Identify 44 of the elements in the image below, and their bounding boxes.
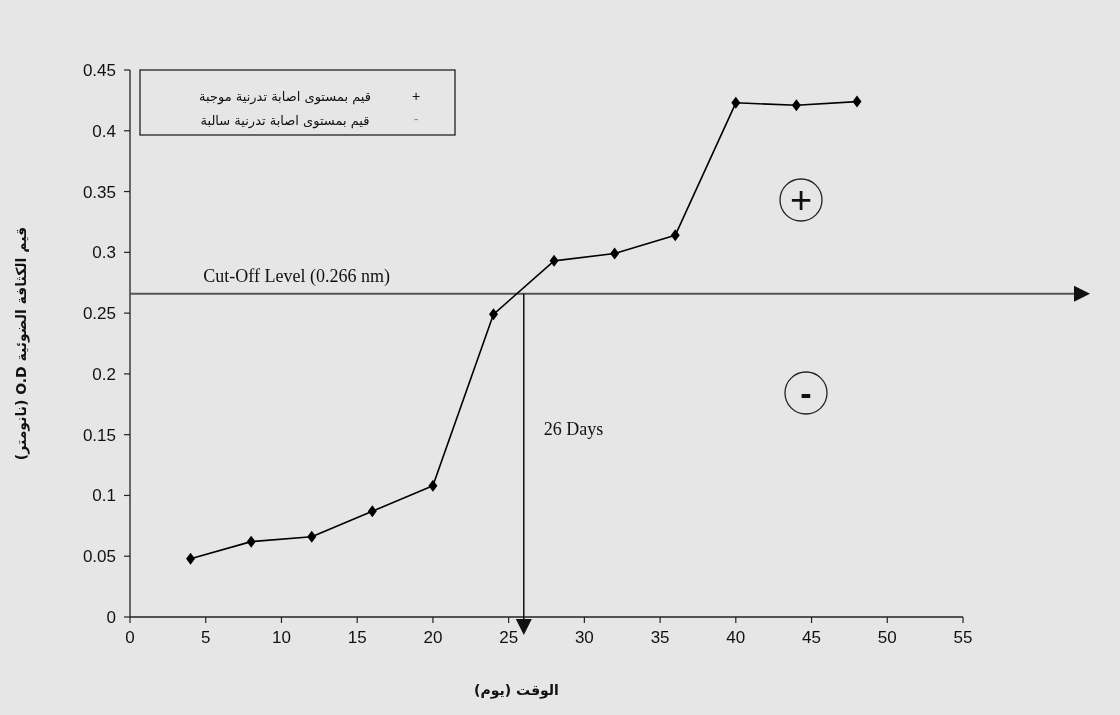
y-tick-label: 0.3 [92, 243, 116, 263]
point [367, 505, 377, 518]
x-tick-label: 5 [200, 628, 211, 647]
y-tick-label: 0.05 [82, 547, 116, 567]
point [246, 535, 256, 548]
y-tick-label: 0.35 [82, 182, 116, 202]
x-tick-label: 25 [499, 628, 519, 647]
point [307, 530, 317, 543]
circled-plus: + [779, 178, 823, 222]
y-tick-label: 0.45 [82, 61, 116, 80]
x-tick-label: 55 [953, 628, 973, 647]
point [610, 247, 620, 260]
x-tick-label: 50 [877, 628, 897, 647]
point [731, 96, 741, 109]
point [488, 308, 498, 321]
y-tick-label: 0.4 [92, 121, 116, 141]
annotation: قيم بمستوى اصابة تدرنية موجبة [199, 89, 371, 105]
annotation: قيم بمستوى اصابة تدرنية سالبة [200, 113, 370, 129]
ref-line-label: Cut-Off Level (0.266 nm) [203, 265, 390, 287]
y-tick-label: 0.15 [82, 425, 116, 445]
x-tick-label: 35 [650, 628, 670, 647]
point [186, 552, 196, 565]
point [549, 254, 559, 267]
annotation: + [411, 88, 421, 104]
y-tick-label: 0.2 [92, 364, 116, 384]
y-axis-title: قيم الكثافة الضوئية O.D (نانومتر) [13, 226, 30, 461]
annotation: - [413, 111, 419, 127]
x-tick-label: 20 [423, 628, 443, 647]
ref-line-label: 26 Days [543, 418, 604, 439]
point [428, 479, 438, 492]
point [852, 95, 862, 108]
point [791, 99, 801, 112]
y-tick-label: 0.25 [82, 304, 116, 324]
y-tick-label: 0.1 [92, 486, 116, 506]
x-tick-label: 10 [271, 628, 291, 647]
point [670, 229, 680, 242]
x-tick-label: 30 [574, 628, 594, 647]
circled-minus: - [784, 371, 828, 415]
x-axis-title: الوقت (يوم) [474, 682, 559, 699]
x-tick-label: 45 [802, 628, 822, 647]
x-tick-label: 0 [125, 628, 135, 647]
x-tick-label: 15 [347, 628, 367, 647]
y-tick-label: 0 [106, 608, 116, 627]
x-tick-label: 40 [726, 628, 746, 647]
